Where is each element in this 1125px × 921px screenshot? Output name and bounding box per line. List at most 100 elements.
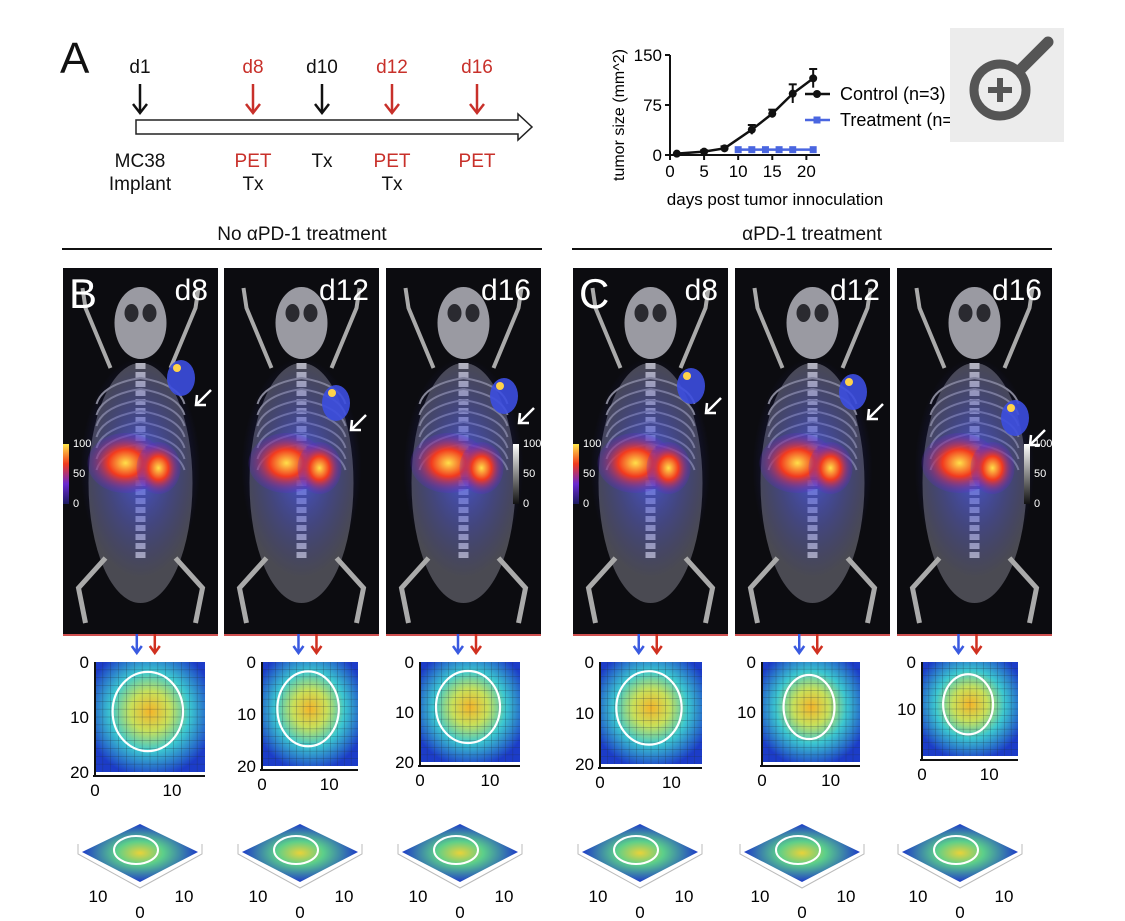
heatmap-x-tick: 0 [90, 781, 99, 800]
tumor [322, 385, 350, 421]
heatmap-x-tick: 10 [163, 781, 182, 800]
organ-uptake [808, 442, 853, 494]
timeline-events: PET Tx [203, 150, 303, 196]
heatmap-x-tick: 10 [821, 771, 840, 790]
timeline-events: PET Tx [342, 150, 442, 196]
timeline-day-d10: d10 [306, 57, 338, 78]
data-point [775, 146, 783, 154]
y-tick-label: 75 [643, 96, 662, 115]
heatmap-y-tick: 20 [237, 757, 256, 776]
x-tick-label: 15 [763, 162, 782, 181]
x-tick-label: 10 [729, 162, 748, 181]
zoom-in-icon[interactable] [950, 28, 1064, 142]
pet-ct-image: d12 [224, 268, 379, 636]
surface-tick: 10 [589, 887, 608, 906]
tumor-arrow [519, 407, 535, 423]
tumor-arrow [706, 397, 722, 413]
surface-tick: 0 [635, 903, 644, 921]
heatmap-y-tick: 20 [575, 755, 594, 774]
legend-marker [813, 90, 821, 98]
scan-day-label: d8 [684, 274, 718, 307]
legend-label: Control (n=3) [840, 84, 946, 104]
timeline-event-label: Tx [381, 174, 403, 195]
mouse-scan [585, 287, 722, 624]
surface-tick: 0 [135, 903, 144, 921]
timeline-event-label: Tx [242, 174, 264, 195]
heatmap-x-tick: 0 [257, 775, 266, 794]
colorbar-tick-label: 0 [1034, 498, 1041, 510]
tumor [677, 368, 705, 404]
surface-tick: 0 [455, 903, 464, 921]
zoom-overlay[interactable] [950, 28, 1064, 142]
data-point [788, 89, 797, 98]
organ-uptake [459, 442, 504, 494]
data-point [748, 146, 756, 154]
timeline-event-label: Implant [108, 174, 172, 195]
panel-a-letter: A [60, 34, 90, 83]
surface-contour [273, 835, 319, 865]
tumor-contour [942, 673, 995, 736]
panel-letter: C [579, 270, 610, 317]
heatmap-x-tick: 10 [320, 775, 339, 794]
timeline-event-label: Tx [311, 151, 333, 172]
mouse-scan [236, 287, 367, 624]
tumor-hotspot [845, 378, 853, 386]
organ-uptake [970, 442, 1015, 494]
colorbar-tick-label: 100 [73, 438, 92, 450]
tumor-arrow [868, 403, 884, 419]
skull [437, 287, 490, 359]
tumor-hotspot [328, 389, 336, 397]
scan-day-label: d16 [480, 274, 531, 307]
timeline-down-arrow [245, 84, 261, 116]
colorbar-tick-label: 50 [73, 468, 86, 480]
tumor [490, 378, 518, 414]
surface-plot [402, 824, 518, 882]
tumor-arrow [1030, 429, 1046, 445]
surface-tick: 0 [295, 903, 304, 921]
heatmap-y-tick: 10 [737, 703, 756, 722]
tumor-surface-row: 10 10 0 10 10 0 10 10 0 10 10 0 10 10 0 10 10 0 [77, 824, 1023, 921]
tumor-growth-chart: 0 75 150 0 5 10 15 20 days post tumor innoculati… [611, 46, 969, 209]
section-title-no-treatment: No αPD-1 treatment [217, 224, 387, 245]
heatmap-y-tick: 10 [70, 708, 89, 727]
skull [275, 287, 328, 359]
x-tick-label: 20 [797, 162, 816, 181]
pet-ct-image: d16 100 50 0 [386, 268, 541, 636]
timeline-event-label: PET [458, 151, 496, 172]
surface-tick: 10 [335, 887, 354, 906]
heatmap-y-tick: 0 [907, 653, 916, 672]
surface-tick: 10 [837, 887, 856, 906]
timeline-day-d16: d16 [461, 57, 493, 78]
surface-tick: 10 [995, 887, 1014, 906]
heatmap-y-tick: 20 [395, 753, 414, 772]
surface-contour [433, 835, 479, 865]
heatmap-x-tick: 10 [980, 765, 999, 784]
tumor [1001, 400, 1029, 436]
heatmap-y-tick: 10 [395, 703, 414, 722]
colorbar-tick-label: 50 [583, 468, 596, 480]
y-tick-label: 0 [653, 146, 662, 165]
skull [948, 287, 1001, 359]
timeline-event-label: PET [234, 151, 272, 172]
tumor-contour [111, 670, 185, 753]
skull [114, 287, 167, 359]
organ-uptake [136, 442, 181, 494]
tumor-contour [782, 673, 836, 741]
data-point [768, 109, 777, 118]
surface-tick: 10 [89, 887, 108, 906]
heatmap-y-tick: 20 [70, 763, 89, 782]
timeline-day-d1: d1 [129, 57, 151, 78]
surface-plot [902, 824, 1018, 882]
surface-contour [113, 835, 159, 865]
legend-label: Treatment (n=7) [840, 110, 969, 130]
mouse-scan [75, 287, 212, 624]
timeline-event-label: PET [373, 151, 411, 172]
pet-ct-image: d12 [735, 268, 890, 636]
timeline-day-d8: d8 [242, 57, 264, 78]
timeline-down-arrow [132, 84, 148, 116]
scan-day-label: d8 [174, 274, 208, 307]
section-title-treatment: αPD-1 treatment [742, 224, 882, 245]
x-axis-label: days post tumor innoculation [667, 190, 883, 209]
